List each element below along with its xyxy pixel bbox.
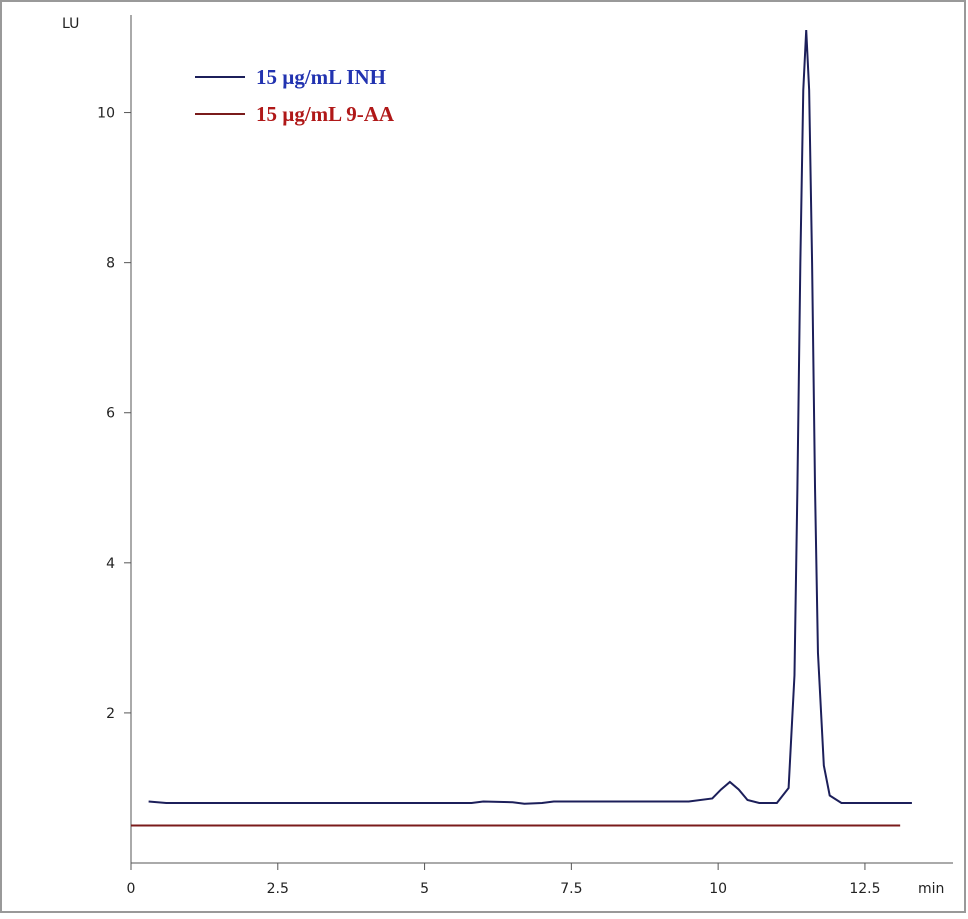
- x-tick-label: 7.5: [560, 881, 582, 897]
- y-tick-label: 2: [106, 706, 115, 722]
- x-tick-label: 5: [420, 881, 429, 897]
- legend-label: 15 µg/mL INH: [256, 65, 386, 89]
- x-tick-label: 0: [127, 881, 136, 897]
- y-tick-label: 8: [106, 256, 115, 272]
- series-line: [148, 29, 912, 805]
- x-tick-label: 12.5: [849, 881, 880, 897]
- legend-label: 15 µg/mL 9-AA: [256, 102, 395, 126]
- y-tick-label: 10: [97, 106, 115, 122]
- y-tick-label: 4: [106, 556, 115, 572]
- y-axis-label: LU: [62, 16, 79, 32]
- x-tick-label: 10: [709, 881, 727, 897]
- x-tick-label: 2.5: [267, 881, 289, 897]
- y-tick-label: 6: [106, 406, 115, 422]
- x-axis-label: min: [918, 881, 944, 897]
